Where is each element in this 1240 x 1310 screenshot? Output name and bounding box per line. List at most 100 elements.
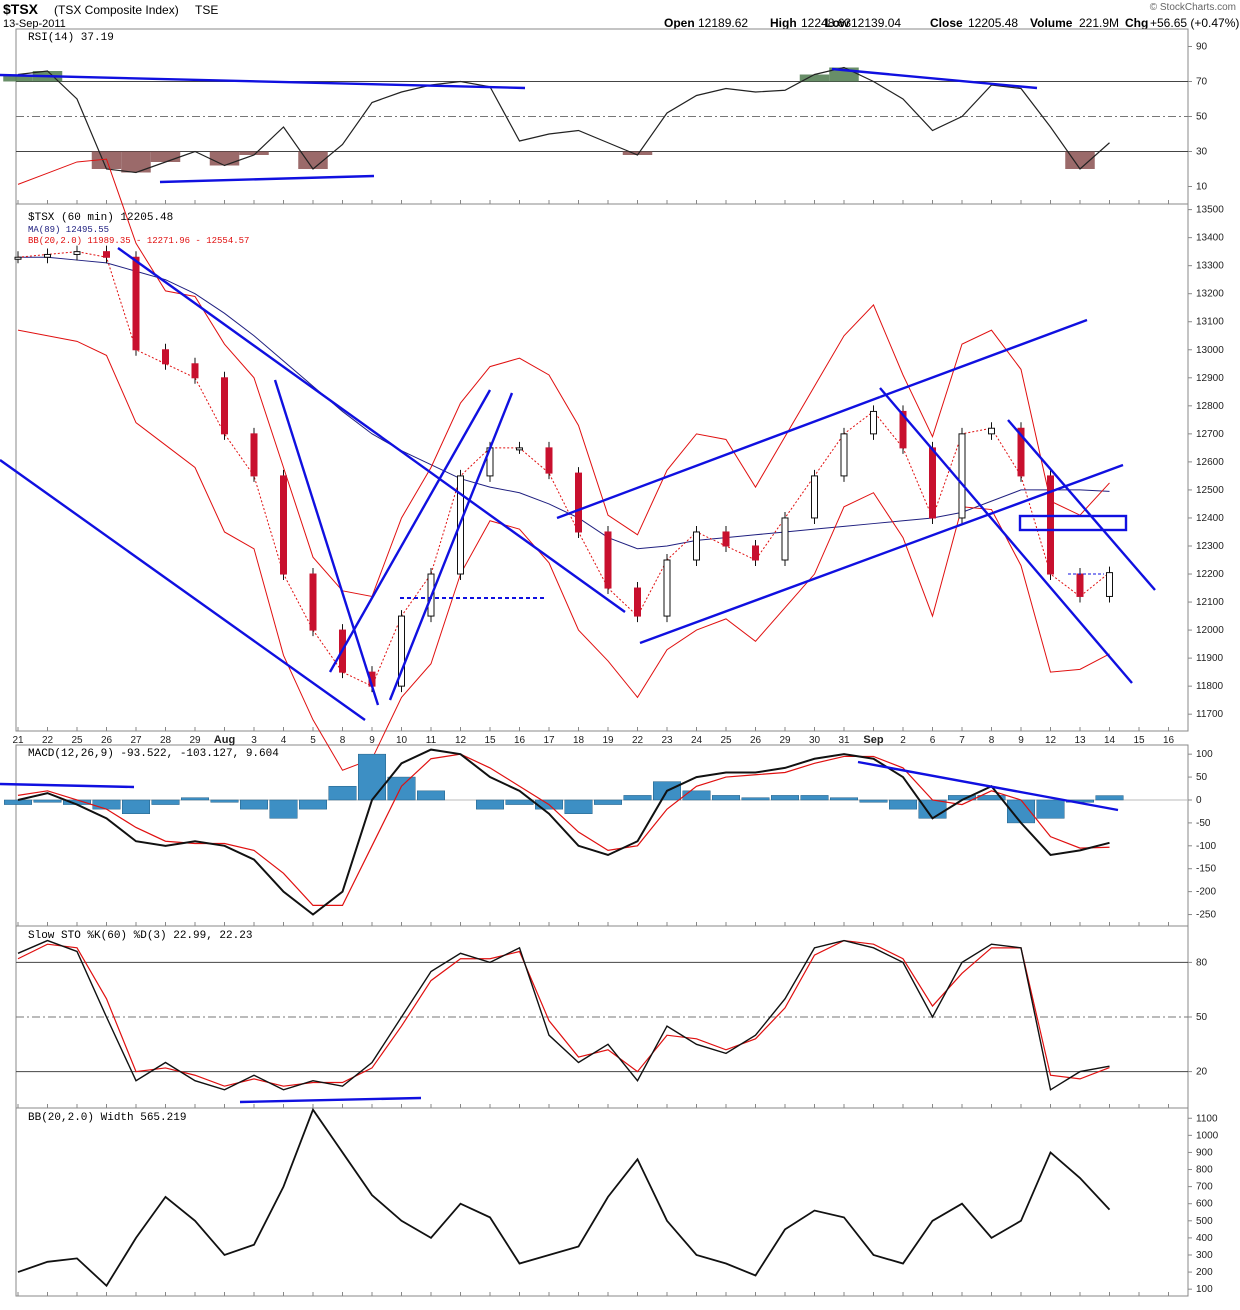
x-tick-label: 21 [12, 735, 24, 746]
y-tick-label-macd: -250 [1196, 910, 1216, 921]
tick-layer: 21 22 25 26 27 28 29 Aug 3 4 5 8 9 10 11 12 15 16 17 18 19 22… [12, 42, 1224, 1296]
rsi-oversold-fill [298, 151, 328, 169]
x-tick-label: 13 [1074, 735, 1086, 746]
y-tick-label-bbwidth: 700 [1196, 1182, 1213, 1193]
macd-histogram-bar [151, 799, 180, 805]
x-tick-label: 15 [484, 735, 496, 746]
y-tick-label-bbwidth: 100 [1196, 1284, 1213, 1295]
candle-body [870, 410, 877, 435]
macd-panel [15, 744, 1189, 927]
macd-histogram-bar [505, 799, 534, 805]
x-tick-label: 5 [310, 735, 316, 746]
stochastic-k-line [17, 939, 1110, 1091]
bbwidth-legend: BB(20,2.0) Width 565.219 [28, 1112, 186, 1124]
y-tick-label-stochastic: 20 [1196, 1067, 1208, 1078]
x-tick-label: 11 [426, 735, 437, 746]
y-tick-label-bbwidth: 300 [1196, 1250, 1213, 1261]
macd-histogram-bar [181, 797, 209, 801]
macd-histogram-bar [476, 799, 504, 810]
x-tick-label: 10 [396, 735, 408, 746]
macd-legend: MACD(12,26,9) -93.522, -103.127, 9.604 [28, 748, 279, 760]
x-tick-label: 16 [1163, 735, 1175, 746]
candle-body [221, 377, 228, 435]
y-tick-label-price: 12300 [1196, 541, 1224, 552]
x-tick-label: 12 [1045, 735, 1057, 746]
high-value: 12248.63 [801, 16, 851, 30]
rsi-oversold-fill [150, 151, 181, 162]
bb-legend: BB(20,2.0) 11989.35 - 12271.96 - 12554.5… [28, 236, 249, 246]
candle-body [250, 433, 258, 477]
price-trendline-down [117, 247, 626, 613]
x-tick-label: 28 [160, 735, 172, 746]
y-tick-label-price: 12600 [1196, 457, 1224, 468]
candle-body [958, 433, 966, 519]
volume-value: 221.9M [1079, 16, 1119, 30]
bbwidth-panel [15, 1107, 1189, 1297]
close-value: 12205.48 [968, 16, 1018, 30]
candle-body [191, 363, 199, 379]
macd-histogram-bar [210, 799, 239, 803]
x-tick-label: 25 [720, 735, 732, 746]
x-tick-label: 22 [42, 735, 54, 746]
candle-body [309, 573, 317, 631]
y-tick-label-price: 12700 [1196, 429, 1224, 440]
y-tick-label-price: 11800 [1196, 681, 1224, 692]
y-tick-label-price: 13400 [1196, 233, 1224, 244]
macd-histogram-bar [594, 799, 622, 805]
x-tick-label: 9 [369, 735, 375, 746]
candle-body [398, 615, 405, 687]
y-tick-label-stochastic: 50 [1196, 1012, 1208, 1023]
x-tick-label: 25 [71, 735, 83, 746]
x-tick-label: 27 [130, 735, 142, 746]
rsi-line [17, 66, 1110, 174]
candle-body [280, 475, 287, 575]
rsi-oversold-fill [121, 151, 151, 173]
chart-date: 13-Sep-2011 [3, 18, 66, 30]
resistance-box [1018, 514, 1128, 532]
down-channel-bottom [879, 387, 1133, 684]
y-tick-label-bbwidth: 200 [1196, 1267, 1213, 1278]
x-tick-label: 29 [779, 735, 791, 746]
candle-body [929, 447, 936, 519]
open-label: Open [664, 16, 695, 30]
candle-body [663, 559, 671, 617]
y-tick-label-macd: -50 [1196, 818, 1211, 829]
x-tick-label: 3 [251, 735, 257, 746]
candle-body [752, 545, 759, 561]
chart-exchange: TSE [195, 3, 218, 17]
price-trendline-up1 [328, 389, 492, 673]
macd-histogram-bar [1036, 799, 1065, 819]
candle-body [781, 517, 789, 561]
price-legend: $TSX (60 min) 12205.48 [28, 212, 173, 224]
y-tick-label-price: 12000 [1196, 625, 1224, 636]
x-tick-label: 29 [189, 735, 201, 746]
watermark: © StockCharts.com [1150, 2, 1236, 13]
candle-body [693, 531, 700, 561]
macd-histogram-bar [800, 795, 829, 801]
y-tick-label-price: 13100 [1196, 317, 1224, 328]
candle-body [1017, 427, 1025, 477]
macd-histogram-bar [564, 799, 593, 814]
y-tick-label-price: 13000 [1196, 345, 1224, 356]
macd-histogram-bar [1095, 795, 1124, 801]
channel-bottom [639, 463, 1124, 645]
y-tick-label-rsi: 10 [1196, 182, 1208, 193]
y-tick-label-rsi: 90 [1196, 42, 1208, 53]
rsi-oversold-fill [622, 151, 653, 155]
ma-legend: MA(89) 12495.55 [28, 225, 109, 235]
y-tick-label-price: 11700 [1196, 709, 1224, 720]
macd-histogram-bar [299, 799, 327, 810]
y-tick-label-bbwidth: 500 [1196, 1216, 1213, 1227]
y-tick-label-rsi: 70 [1196, 77, 1208, 88]
x-tick-label: 23 [661, 735, 673, 746]
candle-body [899, 410, 907, 449]
x-tick-label: Aug [214, 734, 235, 746]
macd-histogram-bar [859, 799, 888, 803]
candle-body [14, 256, 22, 260]
x-tick-label: 14 [1104, 735, 1116, 746]
y-tick-label-rsi: 30 [1196, 147, 1208, 158]
x-tick-label: 31 [838, 735, 850, 746]
candle-body [132, 256, 140, 351]
macd-histogram-bar [387, 776, 416, 801]
